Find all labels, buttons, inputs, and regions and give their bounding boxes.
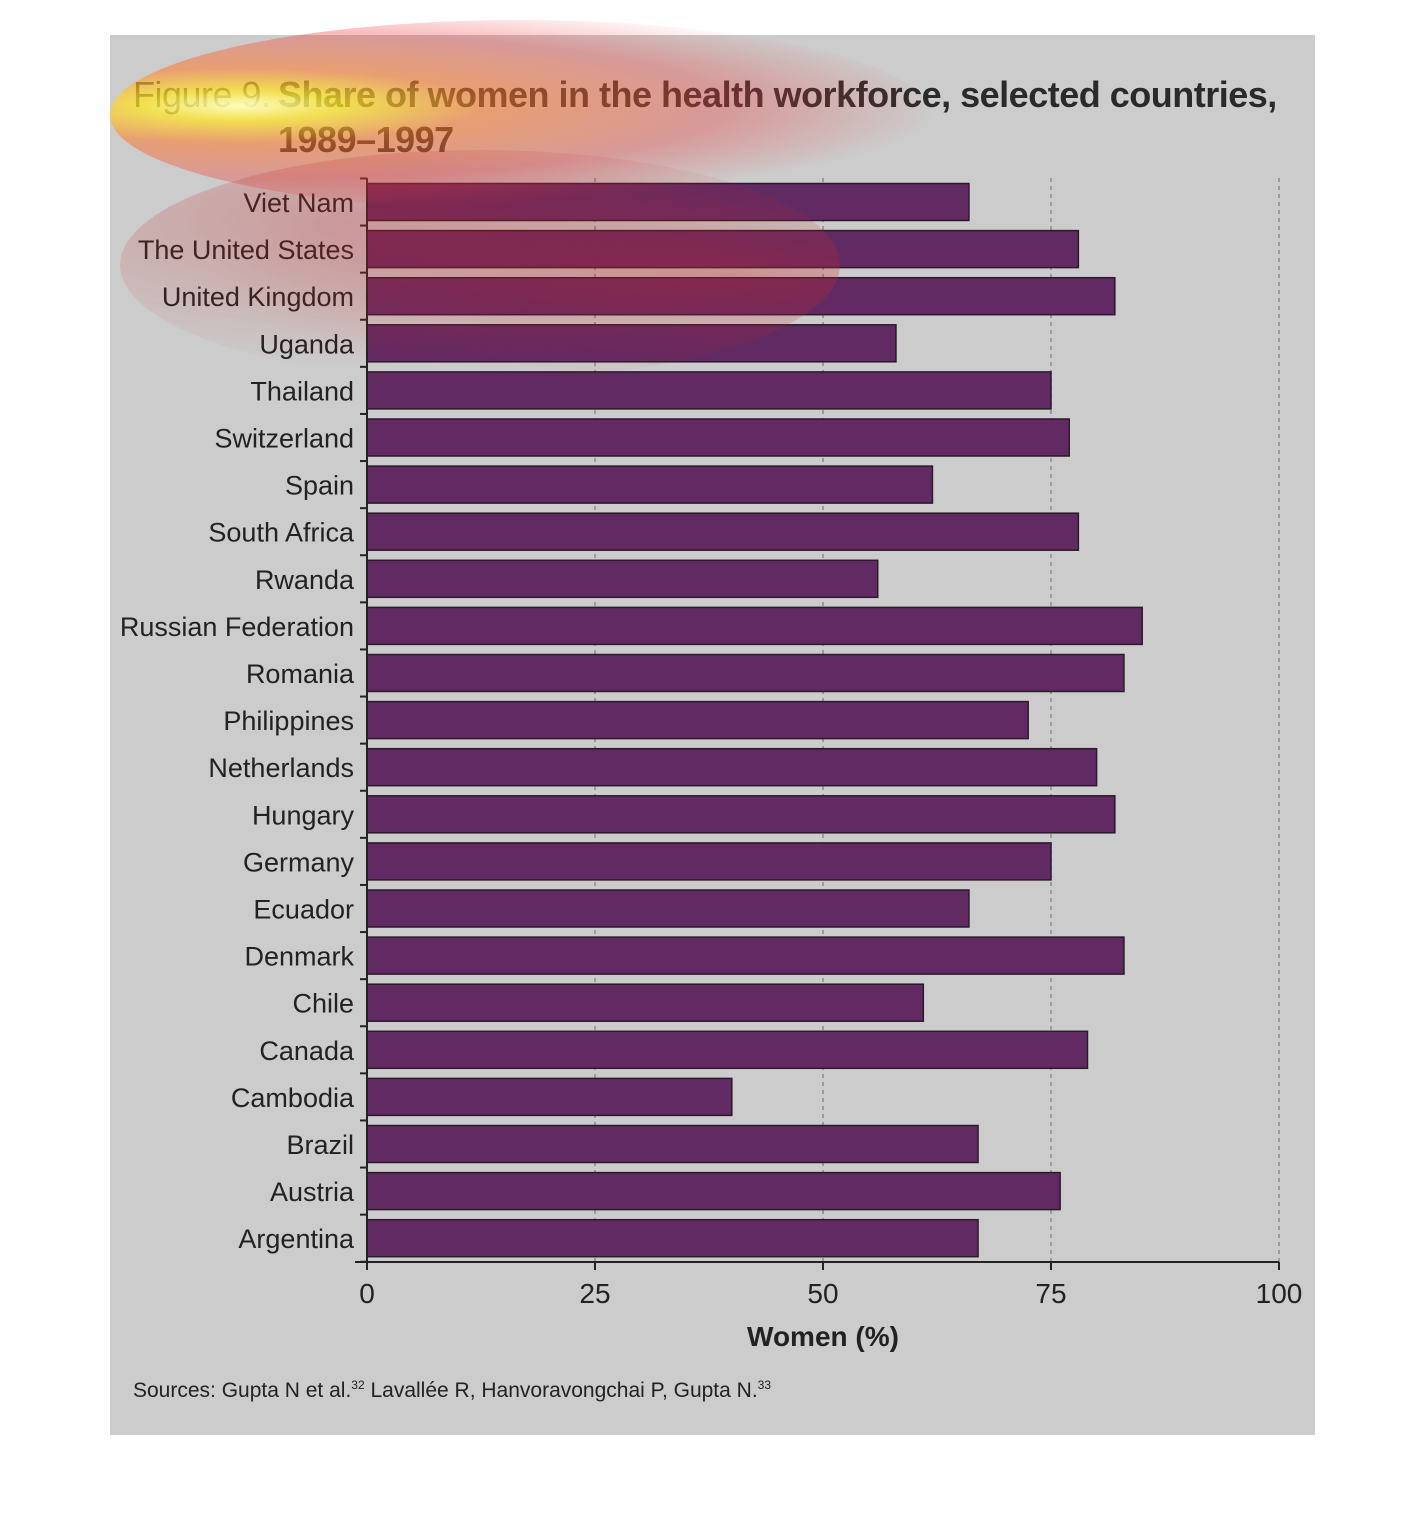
bar-south-africa xyxy=(366,512,1080,551)
bar-hungary xyxy=(366,795,1116,834)
bar-austria xyxy=(366,1171,1061,1211)
category-labels: Viet Nam The United States United Kingdom U… xyxy=(120,188,355,1254)
category-label: Romania xyxy=(246,659,355,689)
category-label: Netherlands xyxy=(208,753,354,783)
bar-uganda xyxy=(366,324,897,363)
source-ref-2: 33 xyxy=(757,1378,772,1392)
bar-argentina xyxy=(366,1218,979,1258)
bar-chile xyxy=(366,983,925,1022)
bar-ecuador xyxy=(366,889,970,928)
category-label: Thailand xyxy=(250,376,354,406)
source-ref-1: 32 xyxy=(351,1378,365,1392)
x-tick-label: 0 xyxy=(359,1278,375,1309)
category-label: Austria xyxy=(270,1177,355,1207)
bar-netherlands xyxy=(366,747,1098,787)
category-label: Argentina xyxy=(238,1224,355,1254)
category-label: Germany xyxy=(243,847,355,877)
bar-united-kingdom xyxy=(366,276,1116,316)
source-text-2: Lavallée R, Hanvoravongchai P, Gupta N. xyxy=(364,1379,758,1402)
category-label: Rwanda xyxy=(255,565,355,595)
category-label: Cambodia xyxy=(231,1083,355,1113)
tick-labels: 0 25 50 75 100 xyxy=(359,1278,1302,1309)
category-label: The United States xyxy=(138,235,354,265)
bar-russian-federation xyxy=(366,606,1143,646)
bar-denmark xyxy=(366,936,1125,975)
category-label: Ecuador xyxy=(253,895,354,925)
source-text-1: Sources: Gupta N et al. xyxy=(133,1379,352,1402)
bar-romania xyxy=(366,653,1125,693)
category-label: Russian Federation xyxy=(120,612,354,642)
bar-germany xyxy=(366,842,1052,881)
category-label: Spain xyxy=(285,471,354,501)
x-tick-label: 50 xyxy=(807,1278,838,1309)
bar-switzerland xyxy=(366,418,1070,457)
bar-brazil xyxy=(366,1124,979,1164)
bar-viet-nam xyxy=(366,182,970,222)
category-label: South Africa xyxy=(208,518,355,548)
x-tick-label: 75 xyxy=(1035,1278,1066,1309)
category-label: Hungary xyxy=(252,800,355,830)
bar-the-united-states xyxy=(366,229,1080,269)
bar-canada xyxy=(366,1030,1089,1070)
category-label: Philippines xyxy=(223,706,354,736)
bar-thailand xyxy=(366,371,1052,410)
bars xyxy=(366,182,1143,1258)
bar-spain xyxy=(366,465,934,504)
category-label: Canada xyxy=(259,1036,355,1066)
category-label: Brazil xyxy=(286,1130,354,1160)
x-tick-label: 25 xyxy=(579,1278,610,1309)
category-label: Denmark xyxy=(244,942,354,972)
category-label: Chile xyxy=(292,989,354,1019)
x-tick-label: 100 xyxy=(1256,1278,1303,1309)
source-note: Sources: Gupta N et al.32 Lavallée R, Ha… xyxy=(133,1378,771,1403)
bar-rwanda xyxy=(366,559,879,599)
bar-philippines xyxy=(366,700,1029,740)
category-label: Uganda xyxy=(259,329,355,359)
category-label: Viet Nam xyxy=(243,188,354,218)
axes xyxy=(355,177,1280,1270)
bar-cambodia xyxy=(366,1077,733,1117)
category-label: United Kingdom xyxy=(162,282,354,312)
x-axis-label: Women (%) xyxy=(747,1321,899,1352)
category-label: Switzerland xyxy=(214,424,354,454)
